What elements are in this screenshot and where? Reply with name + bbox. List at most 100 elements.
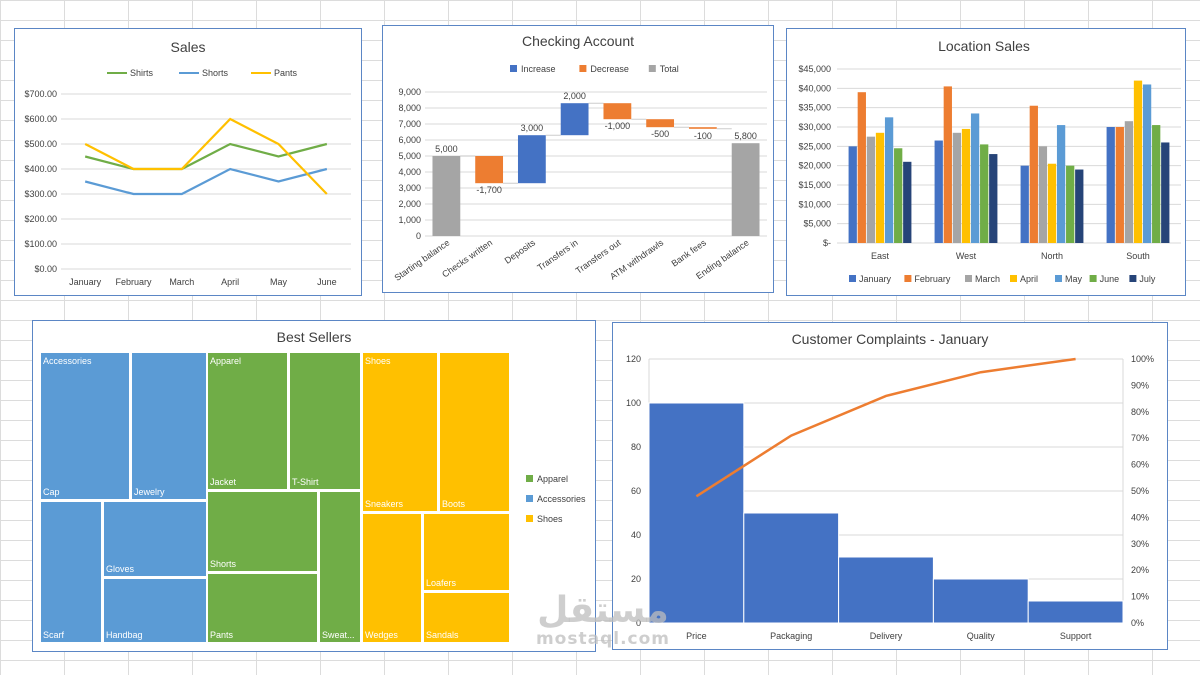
y-tick-label: $100.00 [24, 239, 57, 249]
bar-february [943, 86, 952, 244]
treemap-label: Sandals [426, 630, 459, 640]
x-tick-label: February [115, 277, 152, 287]
x-tick-label: West [956, 251, 977, 261]
legend-swatch-may [1055, 275, 1062, 282]
legend-swatch-increase [510, 65, 517, 72]
treemap-tile-cap [39, 351, 131, 501]
y2-tick-label: 10% [1131, 592, 1149, 602]
treemap-label: Pants [210, 630, 234, 640]
treemap-tile-wedges [361, 512, 423, 644]
bar-total [731, 143, 760, 236]
legend-swatch-january [849, 275, 856, 282]
y2-tick-label: 50% [1131, 486, 1149, 496]
treemap-tile-handbag [102, 577, 208, 644]
x-tick-label: June [317, 277, 337, 287]
legend-label-july: July [1139, 274, 1156, 284]
treemap-tile-gloves [102, 500, 208, 578]
legend-swatch-apparel [526, 475, 533, 482]
y2-tick-label: 70% [1131, 433, 1149, 443]
checking-account-chart-panel[interactable]: Checking Account Increase Decrease Total 0 1,… [382, 25, 774, 293]
legend-swatch-total [648, 65, 656, 72]
treemap-label: Boots [442, 499, 466, 509]
treemap-group-label: Apparel [210, 356, 241, 366]
watermark-logo: مستقل mostaql.com [528, 590, 678, 649]
treemap-tile-loafers [422, 512, 511, 592]
y-tick-label: 4,000 [398, 167, 421, 177]
y2-tick-label: 20% [1131, 565, 1149, 575]
y2-tick-label: 100% [1131, 354, 1154, 364]
treemap-label: T-Shirt [292, 477, 319, 487]
y-tick-label: $5,000 [803, 219, 831, 229]
legend-label-february: February [914, 274, 951, 284]
chart-title: Customer Complaints - January [792, 331, 989, 347]
best-sellers-treemap: Best Sellers Cap Accessories Jewelry Scarf Gl… [39, 329, 586, 644]
y-tick-label: $25,000 [798, 141, 831, 151]
treemap-label: Sweat... [322, 630, 355, 640]
bar-june [980, 144, 989, 243]
treemap-label: Wedges [365, 630, 398, 640]
bar-january [934, 140, 943, 243]
y-tick-label: 7,000 [398, 119, 421, 129]
bar-total [432, 156, 461, 236]
data-label: 5,800 [734, 131, 757, 141]
cumulative-percent-line [695, 357, 1076, 498]
legend-swatch-decrease [579, 65, 587, 72]
legend-label-april: April [1020, 274, 1038, 284]
bar-decrease [688, 127, 717, 129]
treemap-label: Cap [43, 487, 60, 497]
legend-label-june: June [1100, 274, 1120, 284]
sales-chart-panel[interactable]: Sales Shirts Shorts Pants $0.00 $100.00 $200.0… [14, 28, 362, 296]
checking-account-chart: Checking Account Increase Decrease Total 0 1,… [393, 33, 767, 283]
y-tick-label: $600.00 [24, 114, 57, 124]
y2-tick-label: 40% [1131, 512, 1149, 522]
data-label: -1,700 [476, 185, 502, 195]
y-tick-label: 20 [631, 574, 641, 584]
y2-tick-label: 30% [1131, 539, 1149, 549]
x-tick-label: May [270, 277, 288, 287]
best-sellers-chart-panel[interactable]: Best Sellers Cap Accessories Jewelry Scarf Gl… [32, 320, 596, 652]
y-tick-label: 2,000 [398, 199, 421, 209]
bar-support [1027, 600, 1124, 624]
bar-july [903, 161, 912, 243]
bar-increase [560, 103, 589, 136]
data-label: -500 [651, 129, 669, 139]
y-tick-label: $40,000 [798, 83, 831, 93]
y-tick-label: $200.00 [24, 214, 57, 224]
bar-april [1133, 80, 1143, 243]
y-tick-label: 100 [626, 398, 641, 408]
bar-july [1161, 142, 1170, 243]
y-tick-label: 1,000 [398, 215, 421, 225]
legend-swatch-accessories [526, 495, 533, 502]
bar-quality [932, 578, 1029, 624]
bar-may [1142, 84, 1152, 243]
y-tick-label: $20,000 [798, 161, 831, 171]
watermark-arabic: مستقل [537, 590, 669, 631]
y2-tick-label: 0% [1131, 618, 1144, 628]
bar-decrease [603, 103, 632, 120]
data-label: 5,000 [435, 144, 458, 154]
location-sales-chart-panel[interactable]: Location Sales $- $5,000 $10,000 $15,000 $20,… [786, 28, 1186, 296]
sales-chart: Sales Shirts Shorts Pants $0.00 $100.00 $200.0… [24, 39, 351, 287]
y-tick-label: 40 [631, 530, 641, 540]
customer-complaints-chart-panel[interactable]: Customer Complaints - January 0 20 40 60 80 10… [612, 322, 1168, 650]
bar-april [1047, 163, 1057, 243]
legend-swatch-march [965, 275, 972, 282]
series-line-shirts [84, 142, 328, 171]
bar-february [1029, 105, 1038, 243]
y-tick-label: 80 [631, 442, 641, 452]
treemap-tile-sandals [422, 591, 511, 644]
y-tick-label: 60 [631, 486, 641, 496]
treemap-tile-scarf [39, 500, 103, 644]
x-tick-label: April [221, 277, 239, 287]
bar-march [1124, 121, 1134, 243]
treemap-tile-boots [438, 351, 511, 513]
legend-swatch-april [1010, 275, 1017, 282]
bar-january [1106, 127, 1115, 243]
y-tick-label: 6,000 [398, 135, 421, 145]
bar-may [884, 117, 894, 243]
bar-delivery [838, 556, 934, 624]
bar-february [1115, 127, 1124, 243]
x-tick-label: Quality [967, 631, 996, 641]
legend-swatch-july [1129, 275, 1137, 282]
chart-title: Checking Account [522, 33, 634, 49]
